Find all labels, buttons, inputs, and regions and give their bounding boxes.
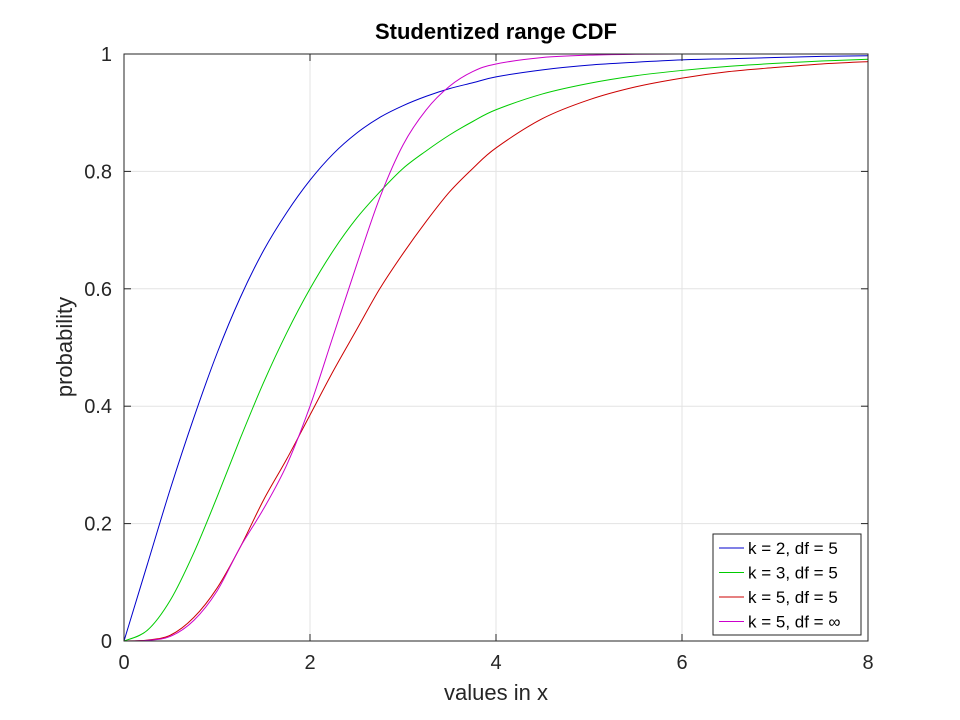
legend-items: k = 2, df = 5 k = 3, df = 5 k = 5, df = 5 k… bbox=[719, 539, 840, 632]
series-line-2 bbox=[123, 58, 869, 642]
legend-label-3: k = 5, df = 5 bbox=[748, 588, 838, 607]
y-tick-label: 0.8 bbox=[84, 161, 112, 183]
series-line-3 bbox=[123, 61, 869, 642]
y-tick-label: 0.4 bbox=[84, 396, 112, 418]
y-tick-label: 1 bbox=[101, 44, 112, 66]
legend-label-1: k = 2, df = 5 bbox=[748, 539, 838, 558]
y-axis-label: probability bbox=[52, 297, 77, 397]
x-tick-label: 6 bbox=[676, 652, 687, 674]
y-tick-label: 0.2 bbox=[84, 514, 112, 536]
x-tick-label: 4 bbox=[490, 652, 501, 674]
legend-box bbox=[712, 533, 862, 636]
y-tick-label: 0 bbox=[101, 631, 112, 653]
legend-label-4: k = 5, df = ∞ bbox=[748, 613, 840, 632]
grid-lines bbox=[124, 54, 868, 641]
x-axis-label: values in x bbox=[444, 680, 548, 705]
legend[interactable]: k = 2, df = 5 k = 3, df = 5 k = 5, df = 5 k… bbox=[712, 533, 862, 636]
legend-label-2: k = 3, df = 5 bbox=[748, 564, 838, 583]
x-tick-label: 0 bbox=[118, 652, 129, 674]
x-tick-label: 8 bbox=[862, 652, 873, 674]
x-tick-label: 2 bbox=[304, 652, 315, 674]
y-tick-label: 0.6 bbox=[84, 279, 112, 301]
axis-ticks: 0 2 4 6 8 0 0.2 0.4 0.6 0.8 1 bbox=[84, 44, 873, 674]
chart-title: Studentized range CDF bbox=[375, 19, 617, 44]
